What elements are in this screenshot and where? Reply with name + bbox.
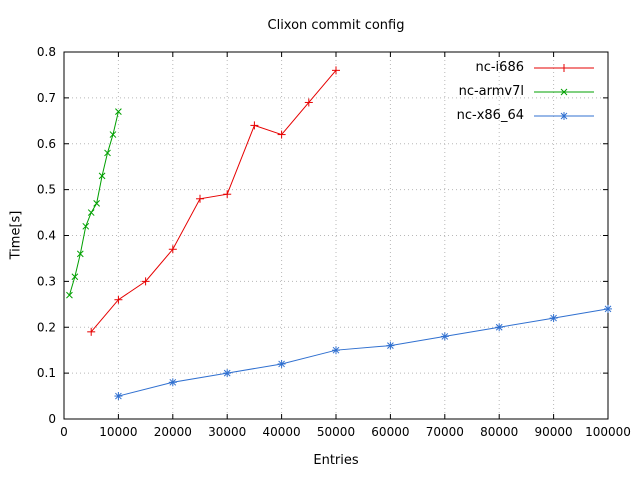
data-point-marker [87, 327, 96, 336]
x-tick-label: 10000 [99, 425, 137, 439]
y-tick-label: 0.6 [37, 137, 56, 151]
data-point-marker [168, 378, 177, 387]
x-tick-label: 20000 [154, 425, 192, 439]
y-tick-label: 0.3 [37, 274, 56, 288]
x-tick-label: 50000 [317, 425, 355, 439]
y-tick-label: 0.1 [37, 366, 56, 380]
data-point-marker [277, 359, 286, 368]
data-point-marker [141, 277, 150, 286]
legend-line-sample-icon [534, 63, 594, 72]
data-point-marker [82, 222, 90, 230]
y-tick-label: 0.7 [37, 91, 56, 105]
x-tick-label: 80000 [480, 425, 518, 439]
axis-ticks: 0 10000 20000 30000 40000 50000 60000 70000 8000… [37, 45, 631, 439]
legend-item: nc-armv7l [457, 84, 596, 99]
x-tick-label: 0 [60, 425, 68, 439]
data-point-marker [223, 190, 232, 199]
data-point-marker [76, 250, 84, 258]
data-point-marker [277, 130, 286, 139]
legend-line-sample-icon [534, 88, 594, 95]
data-point-marker [168, 245, 177, 254]
x-tick-label: 40000 [263, 425, 301, 439]
x-tick-label: 90000 [535, 425, 573, 439]
data-point-marker [386, 341, 395, 350]
data-point-marker [495, 323, 504, 332]
x-axis-label: Entries [313, 453, 359, 468]
data-point-marker [304, 98, 313, 107]
data-point-marker [93, 200, 100, 207]
x-tick-label: 30000 [208, 425, 246, 439]
legend-label: nc-armv7l [458, 84, 524, 99]
data-point-marker [196, 194, 204, 203]
data-point-marker [71, 273, 79, 281]
data-point-marker [604, 304, 612, 313]
data-point-marker [109, 131, 117, 138]
data-point-marker [250, 121, 259, 130]
data-point-marker [114, 295, 123, 304]
data-point-marker [332, 66, 340, 75]
data-point-marker [440, 332, 449, 341]
legend-item: nc-x86_64 [457, 108, 596, 123]
data-point-marker [549, 314, 558, 323]
data-point-marker [98, 172, 106, 180]
legend: nc-i686 nc-armv7l nc-x86_64 [457, 60, 596, 123]
legend-line-sample-icon [534, 111, 594, 120]
data-point-marker [115, 108, 122, 115]
data-point-marker [104, 149, 111, 157]
x-tick-label: 70000 [426, 425, 464, 439]
y-tick-label: 0 [48, 412, 56, 426]
y-tick-label: 0.8 [37, 45, 56, 59]
data-point-marker [223, 369, 232, 378]
series-nc-x86_64 [114, 304, 612, 401]
data-point-marker [114, 392, 123, 401]
legend-label: nc-x86_64 [456, 108, 524, 123]
legend-label: nc-i686 [475, 60, 524, 75]
y-tick-label: 0.4 [37, 229, 56, 243]
legend-item: nc-i686 [457, 60, 596, 75]
data-point-marker [87, 209, 95, 216]
series-nc-armv7l [66, 108, 122, 299]
data-point-marker [332, 346, 340, 355]
x-tick-label: 60000 [371, 425, 409, 439]
data-point-marker [66, 291, 73, 299]
series-nc-i686 [87, 66, 340, 336]
x-tick-label: 100000 [585, 425, 631, 439]
y-tick-label: 0.5 [37, 183, 56, 197]
chart-title: Clixon commit config [267, 18, 405, 33]
y-tick-label: 0.2 [37, 320, 56, 334]
